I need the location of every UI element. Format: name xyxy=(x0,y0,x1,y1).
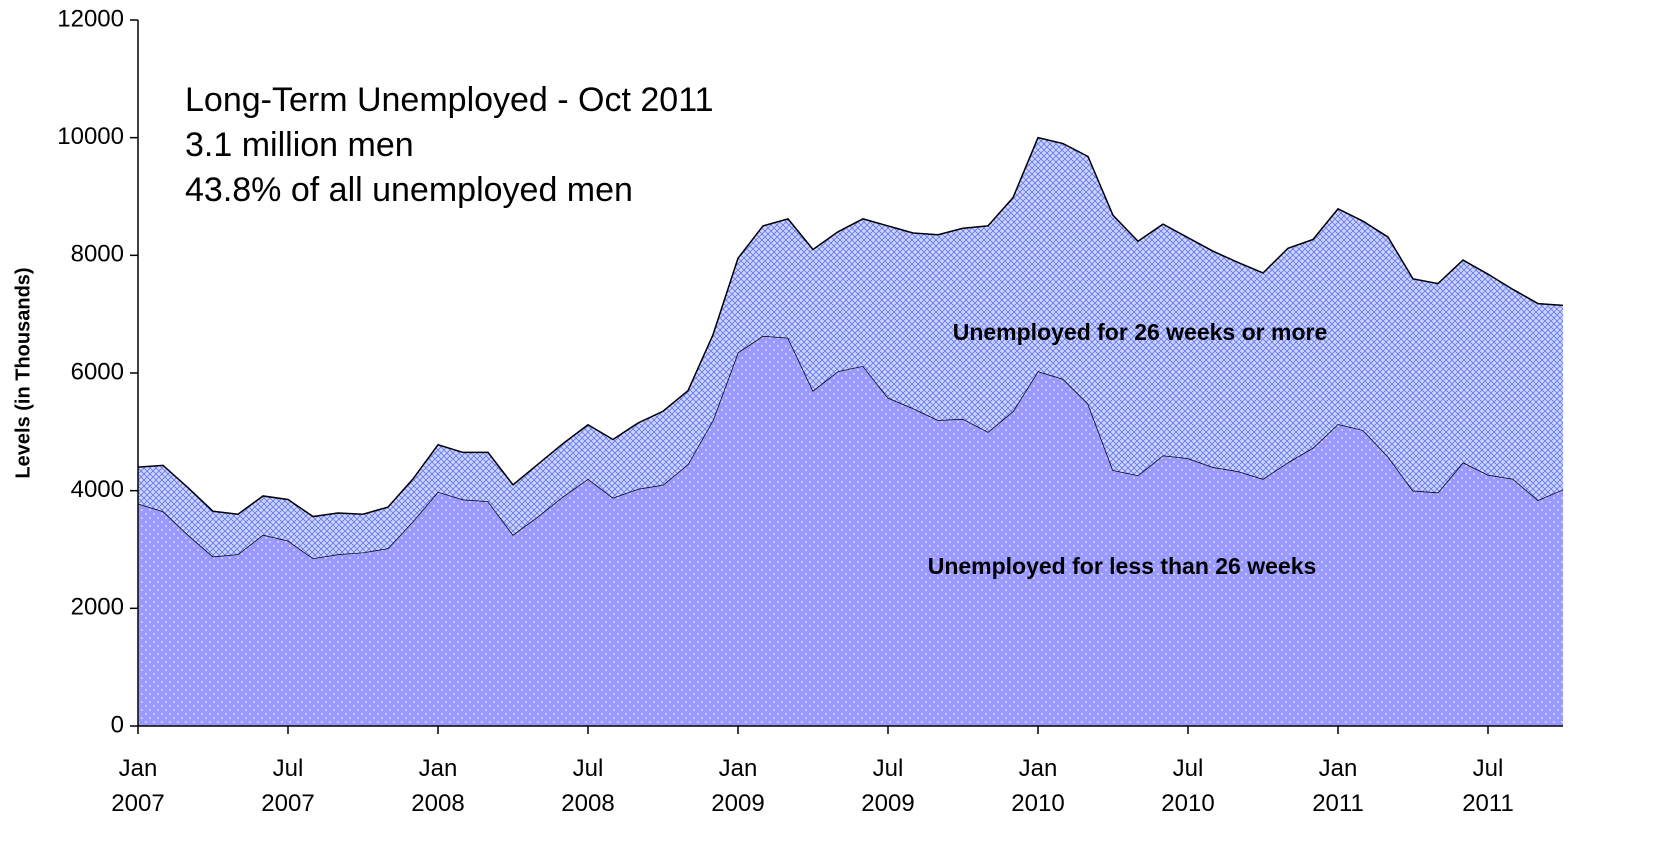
area xyxy=(138,335,1563,726)
series-label: Unemployed for 26 weeks or more xyxy=(953,319,1328,345)
y-tick-label: 4000 xyxy=(71,476,124,503)
x-tick-label: Jan 2007 xyxy=(111,755,164,817)
x-tick-label: Jan 2008 xyxy=(411,755,464,817)
annotation: 43.8% of all unemployed men xyxy=(185,171,633,209)
y-tick-label: 6000 xyxy=(71,358,124,385)
y-tick-label: 2000 xyxy=(71,594,124,621)
y-tick-label: 10000 xyxy=(57,123,124,150)
x-tick-label: Jul 2009 xyxy=(861,755,914,817)
series-label: Unemployed for less than 26 weeks xyxy=(928,553,1317,579)
area-edge xyxy=(137,136,1564,518)
y-tick-label: 12000 xyxy=(57,5,124,32)
x-tick-label: Jan 2011 xyxy=(1312,755,1364,817)
x-tick-label: Jul 2007 xyxy=(261,755,314,817)
x-tick-label: Jan 2009 xyxy=(711,755,764,817)
x-tick-label: Jul 2011 xyxy=(1462,755,1514,817)
y-tick-label: 0 xyxy=(111,711,124,738)
annotation: Long-Term Unemployed - Oct 2011 xyxy=(185,81,714,119)
x-tick-label: Jul 2010 xyxy=(1161,755,1214,817)
x-tick-label: Jan 2010 xyxy=(1011,755,1064,817)
y-tick-label: 8000 xyxy=(71,241,124,268)
area xyxy=(138,137,1563,559)
x-tick-label: Jul 2008 xyxy=(561,755,614,817)
y-axis-label: Levels (in Thousands) xyxy=(12,267,34,478)
annotation: 3.1 million men xyxy=(185,126,414,164)
